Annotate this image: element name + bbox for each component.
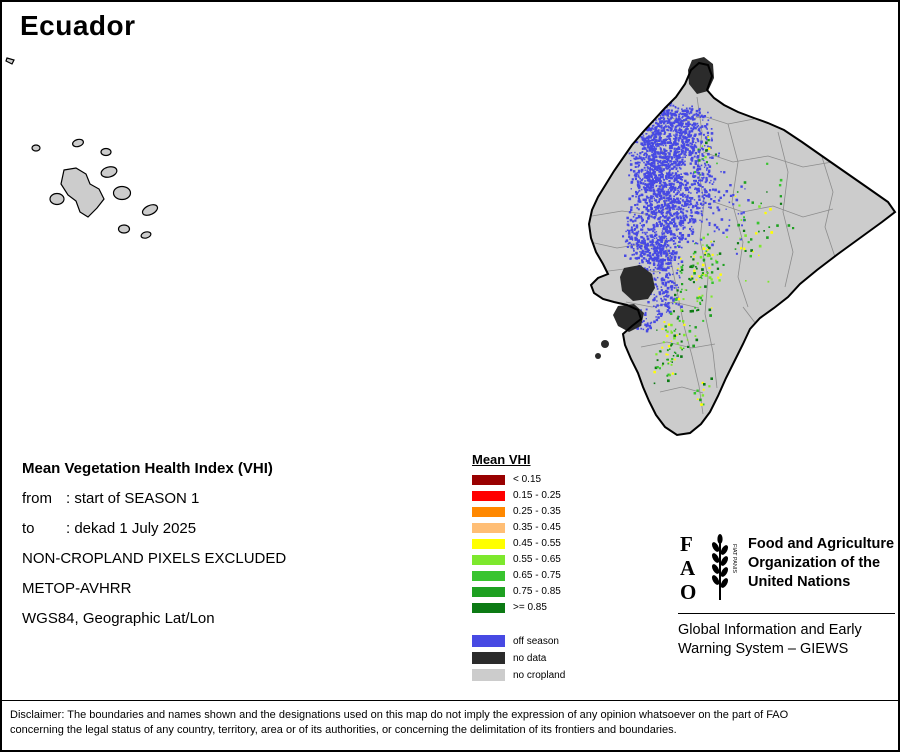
legend-swatch — [472, 570, 505, 581]
fao-name-line: Organization of the — [748, 555, 881, 571]
island — [31, 144, 41, 152]
info-line: WGS84, Geographic Lat/Lon — [22, 610, 215, 627]
legend-label: 0.35 - 0.45 — [513, 522, 561, 533]
island — [100, 147, 112, 157]
fao-name-line: Food and Agriculture — [748, 536, 895, 552]
island — [72, 138, 84, 148]
disclaimer-line: concerning the legal status of any count… — [10, 724, 677, 736]
wheat-grain — [720, 578, 729, 588]
legend-label: off season — [513, 635, 559, 647]
island — [141, 204, 159, 216]
island — [140, 231, 152, 239]
info-line: METOP-AVHRR — [22, 580, 132, 597]
legend-label: < 0.15 — [513, 474, 542, 485]
wheat-grain — [711, 575, 720, 585]
legend-swatch — [472, 506, 505, 517]
legend-row: no data — [472, 652, 565, 664]
legend-swatch — [472, 669, 505, 681]
island-isabela — [60, 167, 105, 218]
fao-divider — [678, 613, 895, 614]
fao-logo: F A O FIAT PANIS — [680, 532, 737, 604]
fao-block: F A O FIAT PANIS Food and Agr — [678, 530, 895, 659]
legend-row: 0.75 - 0.85 — [472, 586, 565, 597]
no-data-areas — [595, 57, 714, 359]
legend-row: 0.55 - 0.65 — [472, 554, 565, 565]
page-title: Ecuador — [20, 10, 136, 41]
disclaimer-line: Disclaimer: The boundaries and names sho… — [10, 709, 789, 721]
info-label: from — [22, 490, 52, 507]
wheat-grain — [720, 567, 729, 577]
legend-swatch — [472, 522, 505, 533]
info-label: to — [22, 520, 35, 537]
info-row-to: to : dekad 1 July 2025 — [22, 514, 286, 544]
legend-row: 0.25 - 0.35 — [472, 506, 565, 517]
legend-label: 0.45 - 0.55 — [513, 538, 561, 549]
legend-row: < 0.15 — [472, 474, 565, 485]
fao-letter: F — [680, 532, 693, 556]
legend-row: >= 0.85 — [472, 602, 565, 613]
legend-row: off season — [472, 635, 565, 647]
island — [100, 166, 118, 178]
info-heading: Mean Vegetation Health Index (VHI) — [22, 460, 273, 477]
fao-motto: FIAT PANIS — [731, 544, 737, 573]
legend-row: 0.15 - 0.25 — [472, 490, 565, 501]
legend-label: 0.15 - 0.25 — [513, 490, 561, 501]
wheat-grain — [720, 545, 729, 555]
legend-swatch — [472, 474, 505, 485]
legend-label: no cropland — [513, 669, 566, 681]
giews-line: Global Information and Early — [678, 622, 862, 638]
fao-name: Food and Agriculture Organization of the… — [748, 530, 894, 592]
giews-line: Warning System – GIEWS — [678, 641, 849, 657]
info-value: : dekad 1 July 2025 — [66, 520, 197, 537]
legend-swatch — [472, 635, 505, 647]
fao-letter: O — [680, 580, 696, 604]
legend-swatch — [472, 602, 505, 613]
legend-row: 0.35 - 0.45 — [472, 522, 565, 533]
map-info: Mean Vegetation Health Index (VHI) from:… — [22, 454, 286, 634]
legend-row: 0.45 - 0.55 — [472, 538, 565, 549]
wheat-grain — [711, 542, 720, 552]
ecuador-border — [587, 61, 897, 437]
info-value: : start of SEASON 1 — [66, 490, 200, 507]
legend-label: 0.75 - 0.85 — [513, 586, 561, 597]
legend-label: 0.65 - 0.75 — [513, 570, 561, 581]
legend-swatch — [472, 652, 505, 664]
galapagos-islands — [5, 57, 159, 239]
info-row-from: from : start of SEASON 1 — [22, 484, 286, 514]
fao-letter: A — [680, 556, 696, 580]
legend-label: 0.55 - 0.65 — [513, 554, 561, 565]
giews-caption: Global Information and Early Warning Sys… — [678, 621, 895, 659]
legend-label: 0.25 - 0.35 — [513, 506, 561, 517]
wheat-grain — [717, 534, 723, 544]
legend-swatch — [472, 554, 505, 565]
wheat-grain — [720, 556, 729, 566]
wheat-grain — [711, 564, 720, 574]
disclaimer: Disclaimer: The boundaries and names sho… — [2, 700, 898, 750]
island — [112, 185, 132, 201]
island — [117, 224, 131, 234]
legend-label: >= 0.85 — [513, 602, 547, 613]
small-island — [5, 57, 15, 65]
legend-row: no cropland — [472, 669, 565, 681]
legend: Mean VHI < 0.15 0.15 - 0.25 0.25 - 0.35 … — [472, 452, 565, 686]
info-line: NON-CROPLAND PIXELS EXCLUDED — [22, 550, 287, 567]
island — [49, 192, 65, 206]
legend-label: no data — [513, 652, 547, 664]
legend-swatch — [472, 538, 505, 549]
legend-swatch — [472, 586, 505, 597]
vhi-pixels — [622, 102, 795, 406]
wheat-grain — [711, 553, 720, 563]
legend-row: 0.65 - 0.75 — [472, 570, 565, 581]
fao-name-line: United Nations — [748, 574, 851, 590]
legend-extra: off season no data no cropland — [472, 635, 565, 681]
legend-swatch — [472, 490, 505, 501]
legend-title: Mean VHI — [472, 452, 531, 467]
